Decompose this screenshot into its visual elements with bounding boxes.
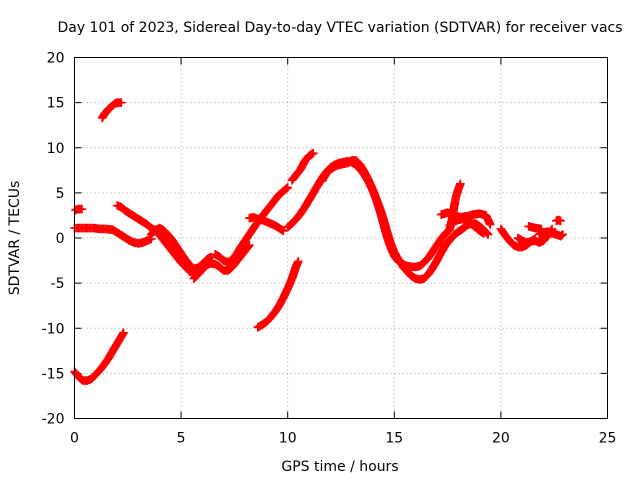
series-arc-l: [287, 148, 318, 185]
data-point: [479, 229, 489, 238]
data-point: [485, 220, 495, 229]
series-arc-s: [513, 224, 557, 247]
data-point: [283, 183, 292, 192]
series-arc-v: [524, 221, 546, 234]
data-point: [279, 226, 288, 236]
x-axis-label: GPS time / hours: [281, 459, 398, 475]
series-arc-r: [496, 224, 540, 252]
data-point: [558, 230, 568, 239]
y-tick-label: 20: [47, 51, 65, 67]
data-point: [537, 224, 546, 234]
series-arc-e: [112, 201, 203, 278]
series-arc-d: [70, 328, 128, 385]
series-arc-i: [245, 212, 288, 236]
x-tick-label: 0: [70, 431, 79, 447]
data-point: [119, 328, 128, 338]
y-tick-label: -20: [42, 412, 65, 428]
chart-title: Day 101 of 2023, Sidereal Day-to-day VTE…: [57, 20, 622, 36]
y-tick-label: 5: [56, 186, 65, 202]
x-tick-label: 20: [492, 431, 510, 447]
y-tick-label: -10: [42, 321, 65, 337]
series-arc-a: [70, 223, 156, 248]
data-point: [77, 204, 87, 214]
y-tick-label: 0: [56, 231, 65, 247]
y-tick-label: -5: [51, 276, 65, 292]
data-point: [556, 216, 565, 226]
series-arc-c: [97, 98, 126, 123]
x-tick-label: 15: [385, 431, 403, 447]
data-point: [282, 184, 291, 193]
series-arc-k: [283, 156, 408, 269]
data-point: [245, 240, 254, 250]
y-tick-label: -15: [42, 366, 65, 382]
data-point: [117, 98, 126, 107]
x-tick-label: 10: [279, 431, 297, 447]
series-arc-b: [71, 204, 87, 215]
series-arc-g: [189, 240, 254, 283]
x-tick-label: 25: [599, 431, 617, 447]
data-point: [308, 148, 318, 158]
y-axis-label: SDTVAR / TECUs: [7, 181, 23, 296]
series-arc-q: [445, 214, 489, 238]
x-tick-label: 5: [177, 431, 186, 447]
data-marks: [70, 98, 568, 385]
series-arc-j: [253, 257, 303, 332]
data-point: [557, 230, 566, 240]
plot-frame: [74, 57, 608, 419]
data-point: [244, 242, 253, 251]
data-point: [294, 257, 303, 266]
series-arc-u: [552, 215, 565, 226]
axis-ticks: 0 5 10 15 20 25 -20 -15 -10 -5 0 5 10 15 20: [42, 51, 617, 447]
y-tick-label: 15: [47, 96, 65, 112]
y-tick-label: 10: [47, 141, 65, 157]
series-arc-m: [317, 156, 455, 272]
data-point: [483, 230, 493, 239]
data-point: [456, 179, 465, 189]
